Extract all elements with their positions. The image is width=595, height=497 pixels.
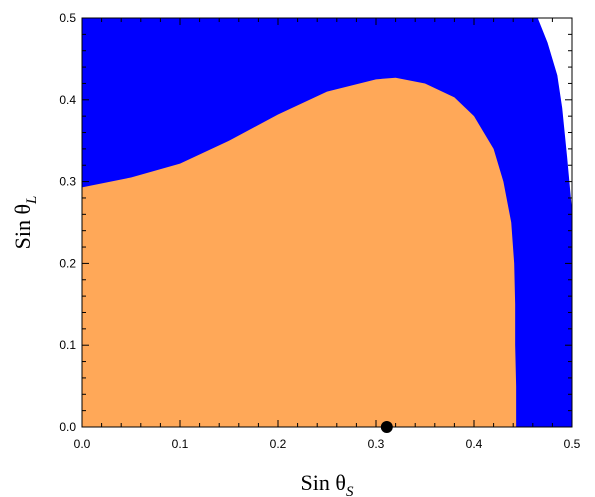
data-points: [380, 421, 393, 433]
x-tick-label: 0.0: [74, 437, 91, 451]
y-tick-label: 0.5: [59, 11, 76, 25]
y-tick-label: 0.2: [59, 256, 76, 270]
x-tick-label: 0.3: [368, 437, 385, 451]
x-tick-label: 0.5: [564, 437, 581, 451]
region-1: [82, 77, 517, 428]
plot-frame: [81, 17, 573, 428]
x-tick-label: 0.1: [172, 437, 189, 451]
y-tick-label: 0.1: [59, 338, 76, 352]
x-tick-label: 0.2: [270, 437, 287, 451]
axis-ticks: 0.0 0.1 0.2 0.3 0.4 0.5 0.0 0.1 0.2 0.3 0.4 0.5: [59, 11, 580, 451]
y-tick-label: 0.0: [59, 420, 76, 434]
data-point: [380, 421, 393, 433]
y-tick-label: 0.3: [59, 175, 76, 189]
y-axis-label: Sin θL: [10, 196, 40, 250]
chart-regions: [82, 18, 572, 428]
x-axis-label: Sin θS: [301, 470, 354, 497]
y-tick-label: 0.4: [59, 93, 76, 107]
x-tick-label: 0.4: [466, 437, 483, 451]
